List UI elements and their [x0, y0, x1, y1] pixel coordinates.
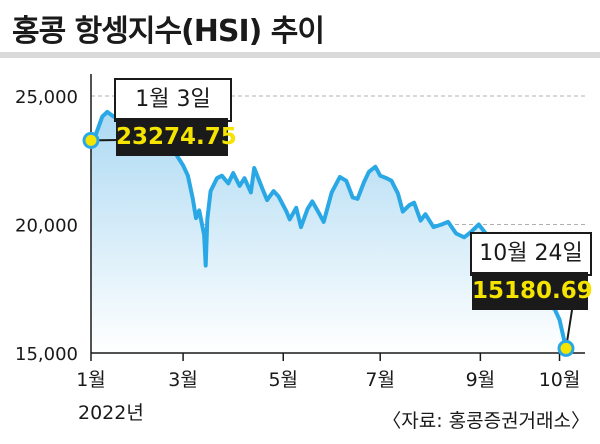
x-tick-label: 9월 [466, 369, 496, 391]
end-date-label: 10월 24일 [470, 232, 592, 276]
start-date-label: 1월 3일 [114, 78, 232, 122]
x-tick-label: 5월 [268, 369, 298, 391]
x-tick-label: 7월 [365, 369, 395, 391]
source-label: 〈자료: 홍콩증권거래소〉 [382, 410, 590, 432]
start-point-marker [82, 131, 100, 149]
end-point-marker [557, 339, 575, 357]
x-tick-label: 3월 [168, 369, 198, 391]
title-divider [0, 52, 600, 58]
y-tick-label: 25,000 [15, 87, 78, 108]
start-value-label: 23274.75 [116, 118, 237, 156]
year-label: 2022년 [78, 402, 144, 424]
hsi-area-fill [91, 101, 566, 353]
y-tick-label: 20,000 [15, 216, 78, 237]
y-tick-label: 15,000 [15, 344, 78, 365]
x-tick-label: 10월 [539, 369, 581, 391]
x-tick-label: 1월 [76, 369, 106, 391]
end-value-label: 15180.69 [472, 272, 593, 310]
chart-title: 홍콩 항셍지수(HSI) 추이 [12, 14, 325, 49]
